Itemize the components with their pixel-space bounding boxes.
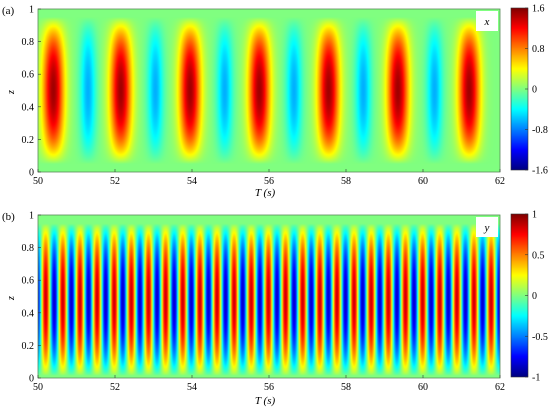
panel-a-x-tick-label: 50 [33,176,43,187]
panel-a-x-tick-label: 60 [418,176,428,187]
panel-a-y-axis-label: z [6,90,17,95]
panel-a-y-tick-label: 0.4 [22,102,35,113]
panel-a-axes: 50 52 54 56 58 60 62 0 0.2 0.4 0.6 0.8 1 [22,5,506,188]
panel-a-y-tick-label: 0.2 [22,135,35,146]
panel-b-y-tick-label: 0.4 [22,308,35,319]
panel-a-variable-label: x [484,16,490,28]
panel-b-colorbar-tick-label: 0 [532,291,537,302]
panel-b-y-tick-label: 0.2 [22,341,35,352]
panel-b-x-tick-label: 62 [495,382,505,393]
panel-b-x-tick-label: 56 [264,382,274,393]
panel-a-colorbar: 1.6 0.8 0 -0.8 -1.6 [510,4,548,177]
panel-b-variable-box [476,217,498,237]
panel-b-colorbar-gradient [511,214,528,377]
panel-a-y-tick-label: 0.6 [22,70,35,81]
panel-b-x-axis-label: T (s) [255,395,276,407]
panel-a-x-tick-label: 52 [110,176,120,187]
panel-b-colorbar: 1 0.5 0 -0.5 -1 [510,210,548,384]
panel-a-variable-box [476,11,498,31]
panel-b-y-tick-label: 1 [29,211,34,222]
panel-b-y-tick-label: 0.6 [22,276,35,287]
panel-b-x-tick-label: 52 [110,382,120,393]
panel-a-x-axis-label: T (s) [255,187,276,199]
panel-a-x-tick-label: 54 [187,176,197,187]
panel-b-axes: 50 52 54 56 58 60 62 0 0.2 0.4 0.6 0.8 1 [22,211,506,394]
panel-a-label: (a) [2,5,15,17]
panel-b-colorbar-tick-label: -0.5 [532,332,548,343]
panel-b-label: (b) [2,211,15,223]
panel-b-y-axis-label: z [6,296,17,301]
panel-b-colorbar-tick-label: 1 [532,210,537,221]
panel-b-y-tick-label: 0 [29,374,34,385]
panel-a-colorbar-tick-label: 0.8 [532,44,545,55]
panel-a-y-tick-label: 0.8 [22,37,35,48]
panel-a-colorbar-tick-label: -1.6 [532,166,548,177]
panel-b: (b) 50 52 54 56 58 60 62 0 0.2 0.4 0.6 0.8 1 T (s) z… [2,210,548,408]
panel-b-variable-label: y [484,222,490,234]
panel-b-x-tick-label: 60 [418,382,428,393]
panel-a: (a) 50 52 54 56 58 60 62 0 0.2 0.4 0.6 0.8 1 T (s) z… [2,4,548,200]
panel-a-x-tick-label: 58 [341,176,351,187]
panel-b-colorbar-tick-label: -1 [532,373,540,384]
panel-b-heatmap [38,215,500,378]
panel-b-y-tick-label: 0.8 [22,243,35,254]
panel-a-colorbar-tick-label: -0.8 [532,125,548,136]
panel-a-colorbar-tick-label: 1.6 [532,4,545,15]
panel-a-heatmap [38,9,500,172]
panel-a-colorbar-tick-label: 0 [532,85,537,96]
panel-b-x-tick-label: 54 [187,382,197,393]
panel-b-colorbar-tick-label: 0.5 [532,250,545,261]
panel-b-x-tick-label: 58 [341,382,351,393]
panel-a-y-tick-label: 1 [29,5,34,16]
panel-a-colorbar-gradient [511,8,528,170]
panel-b-x-tick-label: 50 [33,382,43,393]
panel-a-x-tick-label: 56 [264,176,274,187]
panel-a-y-tick-label: 0 [29,168,34,179]
panel-a-x-tick-label: 62 [495,176,505,187]
